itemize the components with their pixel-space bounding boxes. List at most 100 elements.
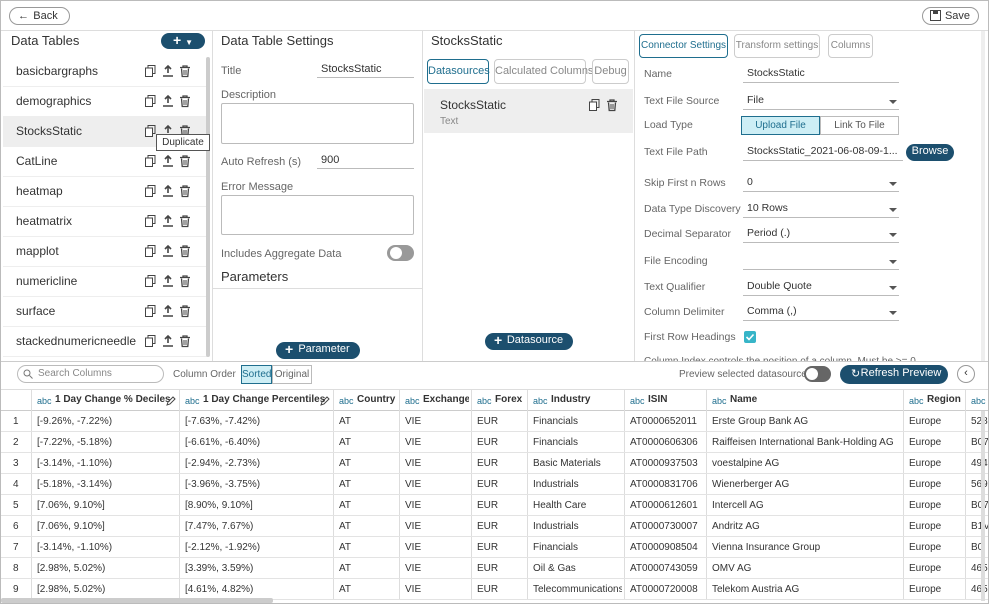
cell: AT0000720008 xyxy=(630,583,704,597)
row-divider xyxy=(3,266,207,267)
dropdown[interactable]: Comma (,) xyxy=(743,304,899,321)
dropdown-caret[interactable] xyxy=(887,203,899,215)
table-name[interactable]: heatmap xyxy=(16,184,63,198)
upload-icon[interactable] xyxy=(162,215,174,227)
delete-icon[interactable] xyxy=(179,65,191,77)
sort-button[interactable]: Sorted xyxy=(241,365,272,384)
datasource-type: Text xyxy=(440,115,458,129)
column-header[interactable]: Country xyxy=(357,393,397,407)
cell: Industrials xyxy=(533,520,622,534)
duplicate-icon[interactable] xyxy=(589,99,601,111)
add-table-button[interactable]: + ▼ xyxy=(161,33,205,49)
table-name[interactable]: CatLine xyxy=(16,154,57,168)
text-input[interactable]: StocksStatic_2021-06-08-09-1... xyxy=(743,144,903,161)
column-header[interactable]: 1 Day Change Percentiles xyxy=(203,393,331,407)
dropdown[interactable]: Period (.) xyxy=(743,226,899,243)
duplicate-icon[interactable] xyxy=(145,155,157,167)
tab[interactable]: Connector Settings xyxy=(639,34,728,58)
column-header[interactable]: Forex xyxy=(495,393,525,407)
column-header[interactable]: 1 Day Change % Deciles xyxy=(55,393,177,407)
delete-icon[interactable] xyxy=(179,155,191,167)
text-input[interactable]: StocksStatic xyxy=(743,66,899,83)
save-icon[interactable] xyxy=(930,10,942,22)
column-header[interactable]: ISIN xyxy=(648,393,704,407)
table-name[interactable]: numericline xyxy=(16,274,77,288)
upload-icon[interactable] xyxy=(162,65,174,77)
cell: Health Care xyxy=(533,499,622,513)
column-header[interactable]: Exchange xyxy=(423,393,469,407)
segment-button[interactable]: Upload File xyxy=(741,116,820,135)
upload-icon[interactable] xyxy=(162,335,174,347)
duplicate-icon[interactable] xyxy=(145,335,157,347)
edit-icon[interactable] xyxy=(165,395,177,407)
dropdown[interactable]: 10 Rows xyxy=(743,201,899,218)
dropdown-caret[interactable] xyxy=(887,95,899,107)
tab[interactable]: Calculated Columns xyxy=(494,59,586,84)
delete-icon[interactable] xyxy=(179,335,191,347)
table-name[interactable]: demographics xyxy=(16,94,91,108)
upload-icon[interactable] xyxy=(162,305,174,317)
cell: 494 xyxy=(971,457,989,471)
upload-icon[interactable] xyxy=(162,95,174,107)
duplicate-icon[interactable] xyxy=(145,65,157,77)
sort-button[interactable]: Original xyxy=(272,365,312,384)
cell: VIE xyxy=(405,457,469,471)
row-divider xyxy=(3,206,207,207)
browse-button[interactable]: Browse xyxy=(906,144,954,161)
panel-scrollbar xyxy=(981,31,985,361)
table-name[interactable]: heatmatrix xyxy=(16,214,72,228)
duplicate-icon[interactable] xyxy=(145,305,157,317)
upload-icon[interactable] xyxy=(162,155,174,167)
delete-icon[interactable] xyxy=(179,245,191,257)
dropdown-caret[interactable] xyxy=(887,306,899,318)
column-header[interactable]: Industry xyxy=(551,393,622,407)
column-header[interactable]: Name xyxy=(730,393,901,407)
cell: B07 xyxy=(971,436,989,450)
dropdown[interactable]: 0 xyxy=(743,175,899,192)
duplicate-icon[interactable] xyxy=(145,185,157,197)
delete-icon[interactable] xyxy=(179,95,191,107)
table-name[interactable]: basicbargraphs xyxy=(16,64,98,78)
table-name[interactable]: stackednumericneedle xyxy=(16,334,136,348)
search-icon[interactable] xyxy=(23,369,35,381)
delete-icon[interactable] xyxy=(179,185,191,197)
dropdown-caret[interactable] xyxy=(887,177,899,189)
dropdown-caret[interactable] xyxy=(887,228,899,240)
tab[interactable]: Transform settings xyxy=(734,34,820,58)
cell: AT xyxy=(339,520,397,534)
delete-icon[interactable] xyxy=(179,275,191,287)
upload-icon[interactable] xyxy=(162,245,174,257)
edit-icon[interactable] xyxy=(319,395,331,407)
dropdown-caret[interactable] xyxy=(887,255,899,267)
checkbox[interactable] xyxy=(744,331,756,343)
delete-icon[interactable] xyxy=(179,215,191,227)
cell: EUR xyxy=(477,583,525,597)
duplicate-icon[interactable] xyxy=(145,275,157,287)
duplicate-icon[interactable] xyxy=(145,95,157,107)
segment-button[interactable]: Link To File xyxy=(820,116,899,135)
dropdown-caret[interactable] xyxy=(887,281,899,293)
cell: EUR xyxy=(477,436,525,450)
cell: B07 xyxy=(971,499,989,513)
delete-icon[interactable] xyxy=(606,99,618,111)
duplicate-icon[interactable] xyxy=(145,215,157,227)
dropdown[interactable] xyxy=(743,253,899,270)
tab[interactable]: Columns xyxy=(828,34,873,58)
upload-icon[interactable] xyxy=(162,275,174,287)
upload-icon[interactable] xyxy=(162,185,174,197)
table-name[interactable]: StocksStatic xyxy=(16,124,82,138)
dropdown[interactable]: Double Quote xyxy=(743,279,899,296)
delete-icon[interactable] xyxy=(179,305,191,317)
collapse-button[interactable]: ‹ xyxy=(957,365,975,383)
table-name[interactable]: surface xyxy=(16,304,55,318)
dropdown[interactable]: File xyxy=(743,93,899,110)
cell: Financials xyxy=(533,436,622,450)
tab[interactable]: Debug xyxy=(592,59,629,84)
panel-divider xyxy=(634,31,635,361)
tab[interactable]: Datasources xyxy=(427,59,489,84)
search-box[interactable]: Search Columns xyxy=(17,365,164,383)
cell: [-3.14%, -1.10%) xyxy=(37,457,177,471)
column-header[interactable]: Region xyxy=(927,393,963,407)
duplicate-icon[interactable] xyxy=(145,245,157,257)
table-name[interactable]: mapplot xyxy=(16,244,59,258)
